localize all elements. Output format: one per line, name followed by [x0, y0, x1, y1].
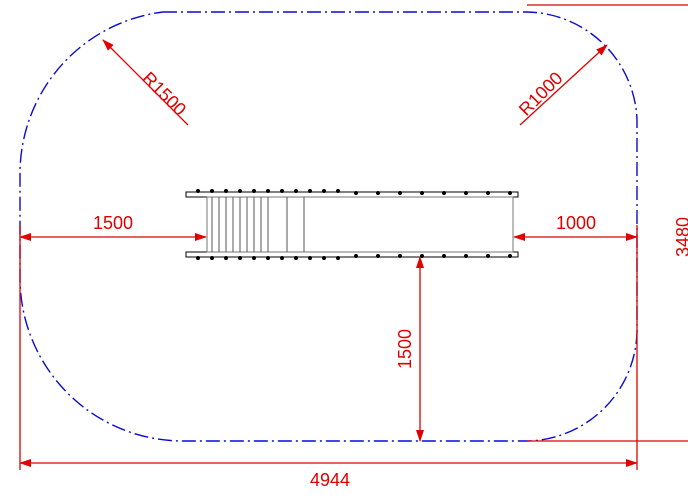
dim-label-left-clearance: 1500	[93, 213, 133, 233]
bolts-top	[196, 189, 512, 195]
radius-label-left: R1500	[138, 68, 190, 120]
slide-equipment	[185, 189, 519, 260]
slide-rail-top	[185, 191, 519, 198]
ladder-steps	[211, 197, 305, 252]
slide-rail-bottom	[185, 251, 519, 258]
slide-bed	[206, 196, 514, 253]
dimension-lines	[19, 4, 688, 470]
dim-label-overall-width: 4944	[310, 470, 350, 490]
radius-leader-left	[102, 39, 189, 126]
dim-label-right-clearance: 1000	[556, 213, 596, 233]
radius-label-right: R1000	[515, 68, 567, 120]
radius-leader-right	[519, 44, 608, 126]
dim-label-front-clearance: 1500	[395, 329, 415, 369]
dim-label-overall-depth: 3480	[673, 217, 688, 257]
safety-zone-boundary	[19, 11, 638, 442]
